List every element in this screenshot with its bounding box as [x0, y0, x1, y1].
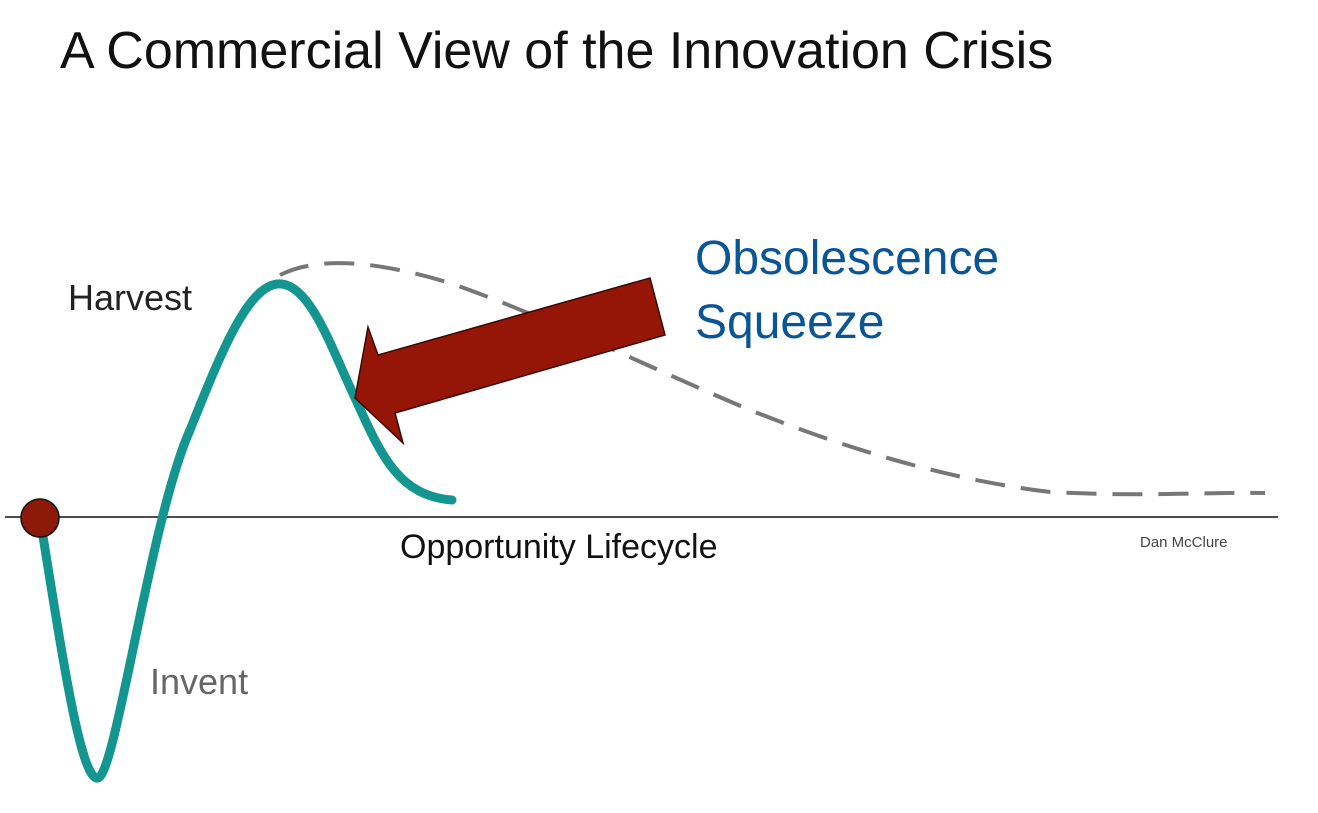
- author: Dan McClure: [1140, 534, 1228, 551]
- axis-label: Opportunity Lifecycle: [400, 528, 718, 566]
- callout-line: Squeeze: [695, 296, 885, 349]
- lifecycle-curve: [35, 279, 457, 783]
- start-point: [20, 498, 60, 538]
- squeeze-arrow: [354, 277, 666, 446]
- harvest-label: Harvest: [68, 277, 192, 318]
- callout-line: Obsolescence: [695, 232, 999, 285]
- title: A Commercial View of the Innovation Cris…: [60, 22, 1053, 80]
- invent-label: Invent: [150, 661, 248, 702]
- dashed-curve: [279, 261, 1266, 497]
